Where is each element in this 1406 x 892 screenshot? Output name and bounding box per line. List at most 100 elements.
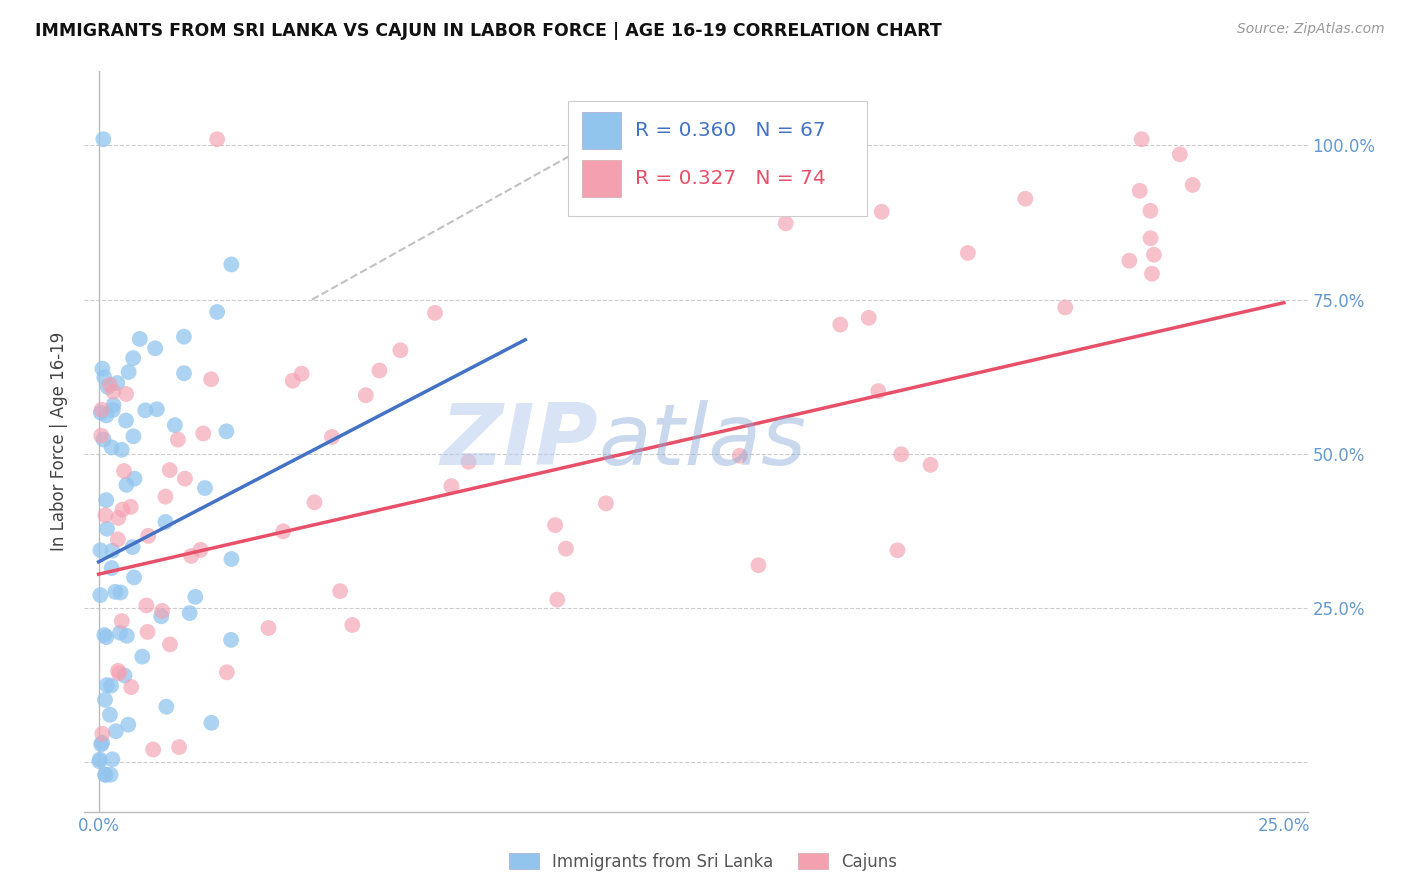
Point [115, 413, 138, 427]
Point [104, 724, 127, 739]
Point [890, 447, 912, 461]
Point [89, 588, 111, 602]
Text: IMMIGRANTS FROM SRI LANKA VS CAJUN IN LABOR FORCE | AGE 16-19 CORRELATION CHART: IMMIGRANTS FROM SRI LANKA VS CAJUN IN LA… [35, 22, 942, 40]
Point [114, 668, 136, 682]
Point [173, 366, 195, 380]
Point [215, 665, 238, 680]
Point [117, 365, 139, 379]
Point [321, 430, 343, 444]
Point [93, 370, 115, 384]
Point [94, 508, 117, 523]
Point [389, 343, 412, 358]
Point [136, 624, 159, 639]
Point [546, 592, 568, 607]
Point [221, 552, 243, 566]
Point [143, 341, 166, 355]
Point [89, 754, 111, 768]
Point [131, 649, 153, 664]
Point [257, 621, 280, 635]
Point [93, 433, 115, 447]
Point [155, 515, 177, 529]
Point [115, 629, 138, 643]
Legend: Immigrants from Sri Lanka, Cajuns: Immigrants from Sri Lanka, Cajuns [501, 845, 905, 880]
Point [167, 433, 190, 447]
Point [115, 478, 138, 492]
Point [1139, 203, 1161, 218]
Point [775, 216, 797, 230]
Point [1129, 184, 1152, 198]
Point [98, 707, 121, 722]
Point [728, 449, 751, 463]
Point [215, 425, 238, 439]
Point [96, 493, 118, 508]
Point [423, 306, 446, 320]
Point [96, 678, 118, 692]
Point [111, 442, 134, 457]
Point [111, 614, 134, 628]
Point [846, 163, 869, 178]
Point [830, 318, 852, 332]
Point [1143, 248, 1166, 262]
Point [1130, 132, 1153, 146]
Text: Source: ZipAtlas.com: Source: ZipAtlas.com [1237, 22, 1385, 37]
Point [117, 717, 139, 731]
Point [112, 464, 135, 478]
FancyBboxPatch shape [582, 161, 621, 197]
Point [200, 372, 222, 386]
Point [173, 329, 195, 343]
Point [107, 664, 129, 678]
Point [354, 388, 377, 402]
Point [205, 132, 228, 146]
Point [90, 406, 112, 420]
Point [136, 529, 159, 543]
Point [544, 518, 567, 533]
Point [100, 441, 122, 455]
Point [159, 463, 181, 477]
Point [91, 727, 114, 741]
Point [193, 426, 215, 441]
FancyBboxPatch shape [568, 101, 868, 216]
Point [1014, 192, 1036, 206]
Point [180, 549, 202, 563]
Point [205, 305, 228, 319]
Point [1140, 267, 1163, 281]
Point [868, 384, 890, 398]
Point [120, 680, 142, 694]
Point [91, 736, 114, 750]
Point [90, 402, 112, 417]
Text: atlas: atlas [598, 400, 806, 483]
Text: ZIP: ZIP [440, 400, 598, 483]
Point [134, 403, 156, 417]
Point [174, 472, 197, 486]
Point [342, 618, 364, 632]
Point [368, 363, 391, 377]
Y-axis label: In Labor Force | Age 16-19: In Labor Force | Age 16-19 [51, 332, 69, 551]
Point [886, 543, 908, 558]
Point [93, 628, 115, 642]
Point [159, 637, 181, 651]
Point [870, 204, 893, 219]
Point [91, 132, 114, 146]
Point [291, 367, 314, 381]
Point [122, 429, 145, 443]
Point [190, 542, 212, 557]
Point [107, 533, 129, 547]
Point [108, 625, 131, 640]
Point [120, 500, 142, 514]
Point [179, 606, 201, 620]
Point [105, 376, 128, 390]
Point [97, 380, 120, 394]
Point [108, 666, 131, 681]
Text: R = 0.327   N = 74: R = 0.327 N = 74 [636, 169, 825, 188]
Point [1118, 253, 1140, 268]
Point [956, 246, 979, 260]
Point [101, 403, 124, 417]
Point [595, 496, 617, 510]
Point [219, 632, 242, 647]
Point [135, 599, 157, 613]
Point [94, 692, 117, 706]
Point [90, 738, 112, 752]
Point [150, 604, 173, 618]
Text: R = 0.360   N = 67: R = 0.360 N = 67 [636, 121, 825, 140]
Point [98, 377, 121, 392]
